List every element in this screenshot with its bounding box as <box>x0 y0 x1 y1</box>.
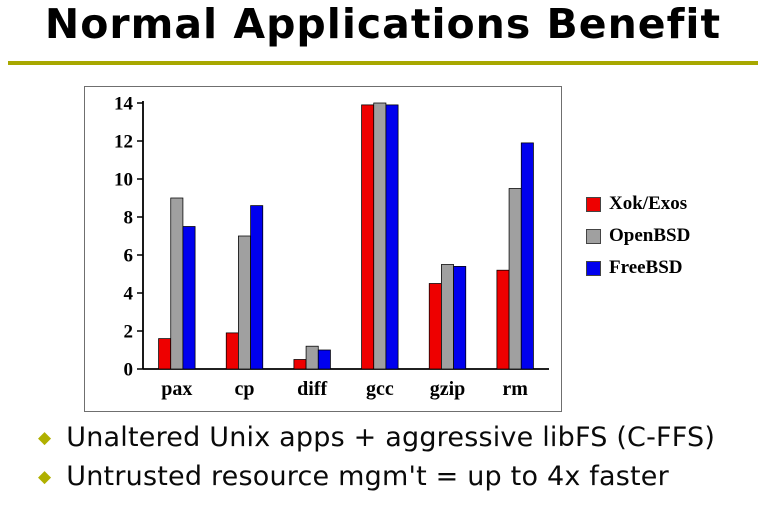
bar-pax-OpenBSD <box>170 197 184 370</box>
y-tick-label: 10 <box>114 170 133 191</box>
diamond-bullet-icon: ◆ <box>38 428 52 448</box>
x-tick-label: diff <box>297 378 327 400</box>
slide-title: Normal Applications Benefit <box>44 0 722 48</box>
legend-label: FreeBSD <box>609 257 683 278</box>
legend-swatch-xok-exos <box>586 196 601 212</box>
bullet-text: Unaltered Unix apps + aggressive libFS (… <box>66 422 716 453</box>
bullet-text: Untrusted resource mgm't = up to 4x fast… <box>66 461 669 492</box>
bar-cp-Xok/Exos <box>225 332 239 370</box>
bar-gcc-FreeBSD <box>385 104 399 370</box>
bar-cp-FreeBSD <box>250 205 264 370</box>
bar-pax-FreeBSD <box>182 226 196 370</box>
bar-gzip-FreeBSD <box>453 266 467 370</box>
legend-swatch-freebsd <box>586 260 601 276</box>
legend-item-freebsd: FreeBSD <box>586 257 690 279</box>
x-tick-label: cp <box>235 378 255 400</box>
x-tick-label: gzip <box>430 378 466 400</box>
legend-label: Xok/Exos <box>609 193 688 214</box>
y-tick-label: 0 <box>124 360 134 381</box>
bar-diff-FreeBSD <box>317 349 331 370</box>
legend-label: OpenBSD <box>609 225 691 246</box>
bullet-list: ◆ Unaltered Unix apps + aggressive libFS… <box>38 422 715 492</box>
bar-rm-OpenBSD <box>508 188 522 370</box>
bar-gzip-OpenBSD <box>441 264 454 370</box>
y-tick-label: 2 <box>124 322 134 343</box>
y-tick-label: 8 <box>124 208 134 229</box>
y-tick-label: 14 <box>114 94 134 115</box>
y-tick-label: 12 <box>114 132 133 153</box>
bar-gcc-Xok/Exos <box>361 104 375 370</box>
bar-diff-OpenBSD <box>305 345 319 370</box>
bar-chart: 0 2 4 6 8 10 12 14 pax cp diff gcc gzip rm <box>84 86 562 412</box>
bar-diff-Xok/Exos <box>293 359 307 370</box>
bar-rm-FreeBSD <box>520 142 534 370</box>
legend-item-openbsd: OpenBSD <box>586 225 690 247</box>
y-tick-label: 6 <box>124 246 134 267</box>
x-tick-label: pax <box>161 378 192 400</box>
y-tick-label: 4 <box>124 284 134 305</box>
title-underline <box>8 61 758 65</box>
bullet-item: ◆ Unaltered Unix apps + aggressive libFS… <box>38 422 715 453</box>
x-tick-label: gcc <box>366 378 394 400</box>
chart-area: 0 2 4 6 8 10 12 14 pax cp diff gcc gzip rm Xok/Exos O… <box>84 86 690 412</box>
chart-legend: Xok/Exos OpenBSD FreeBSD <box>586 86 690 412</box>
bar-rm-Xok/Exos <box>496 269 510 370</box>
bar-pax-Xok/Exos <box>158 338 172 370</box>
bullet-item: ◆ Untrusted resource mgm't = up to 4x fa… <box>38 461 715 492</box>
diamond-bullet-icon: ◆ <box>38 467 52 487</box>
x-tick-label: rm <box>502 378 528 400</box>
bar-gzip-Xok/Exos <box>428 283 442 370</box>
legend-swatch-openbsd <box>586 228 601 244</box>
legend-item-xok-exos: Xok/Exos <box>586 193 690 215</box>
bar-cp-OpenBSD <box>238 235 251 370</box>
bar-gcc-OpenBSD <box>373 102 387 370</box>
